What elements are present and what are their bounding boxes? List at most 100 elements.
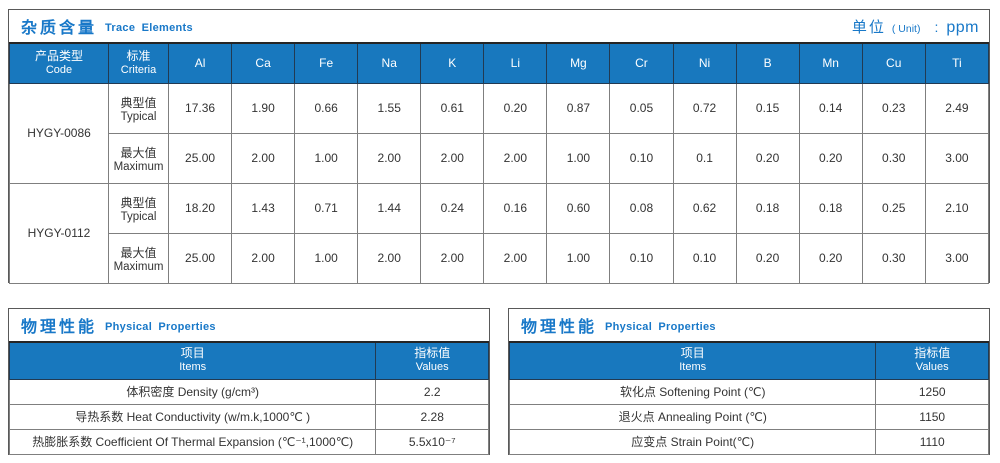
value-cell: 3.00 [924,132,990,184]
product-code-cell: HYGY-0112 [9,182,109,284]
col-header-code-en: Code [45,63,73,76]
value-cell: 2.00 [420,232,485,284]
table-row: 软化点 Softening Point (℃) 1250 [508,378,989,405]
table-row: 导热系数 Heat Conductivity (w/m.k,1000℃ ) 2.… [8,403,489,430]
value-cell: 0.23 [861,82,926,134]
col-header-element: Li [483,42,548,84]
value-cell: 0.66 [294,82,359,134]
physical-right-header-row: 项目 Items 指标值 Values [508,341,989,380]
value-cell: 5.5x10⁻⁷ [375,428,489,455]
physical-right-title-cn: 物理性能 [521,319,598,336]
item-cell: 软化点 Softening Point (℃) [508,378,877,405]
value-cell: 0.87 [546,82,611,134]
values-header-en: Values [915,361,949,374]
value-cell: 1110 [875,428,989,455]
table-row: 最大值 Maximum 25.00 2.00 1.00 2.00 2.00 2.… [10,232,990,284]
value-cell: 0.20 [735,132,800,184]
unit-label: 单位 ( Unit) : ppm [852,16,979,37]
col-header-element: Cu [861,42,926,84]
trace-title-cn: 杂质含量 [21,20,98,37]
value-cell: 2.28 [375,403,489,430]
value-cell: 0.1 [672,132,737,184]
value-cell: 0.14 [798,82,863,134]
values-header-cn: 指标值 [914,346,951,361]
col-header-items: 项目 Items [508,341,877,380]
col-header-criteria-en: Criteria [120,63,157,76]
col-header-element: Na [357,42,422,84]
item-cell: 导热系数 Heat Conductivity (w/m.k,1000℃ ) [8,403,377,430]
physical-properties-right-section: 物理性能 Physical Properties 项目 Items 指标值 Va… [508,308,990,455]
value-cell: 0.20 [483,82,548,134]
value-cell: 1.00 [546,132,611,184]
value-cell: 2.00 [357,232,422,284]
table-row: HYGY-0086 典型值 Typical 17.36 1.90 0.66 1.… [9,82,990,184]
col-header-element: Ti [924,42,990,84]
table-row: 最大值 Maximum 25.00 2.00 1.00 2.00 2.00 2.… [10,132,990,184]
col-header-code-cn: 产品类型 [34,48,83,63]
physical-left-title-en: Physical Properties [105,320,216,333]
value-cell: 1.00 [546,232,611,284]
item-cell: 热膨胀系数 Coefficient Of Thermal Expansion (… [8,428,377,455]
physical-properties-left-table: 项目 Items 指标值 Values 体积密度 Density (g/cm³)… [8,341,489,455]
col-header-element: Mg [546,42,611,84]
value-cell: 0.71 [294,182,359,234]
value-cell: 1.43 [231,182,296,234]
col-header-values: 指标值 Values [375,341,489,380]
value-cell: 0.10 [672,232,737,284]
criteria-en: Maximum [113,260,164,273]
value-cell: 1.44 [357,182,422,234]
value-cell: 2.00 [483,232,548,284]
value-cell: 0.61 [420,82,485,134]
item-cell: 退火点 Annealing Point (℃) [508,403,877,430]
unit-label-en: ( Unit) [891,22,921,35]
value-cell: 0.18 [798,182,863,234]
trace-elements-table: 产品类型 Code 标准 Criteria Al Ca Fe Na K Li M… [9,42,990,284]
criteria-en: Typical [120,210,157,223]
col-header-items: 项目 Items [8,341,377,380]
value-cell: 25.00 [167,232,233,284]
value-cell: 1.00 [294,232,359,284]
trace-elements-titlebar: 杂质含量 Trace Elements 单位 ( Unit) : ppm [9,10,989,42]
value-cell: 2.00 [420,132,485,184]
product-code-cell: HYGY-0086 [9,82,109,184]
col-header-criteria-cn: 标准 [126,48,151,63]
physical-right-titlebar: 物理性能 Physical Properties [509,309,989,341]
criteria-cell: 最大值 Maximum [108,232,169,284]
value-cell: 1.00 [294,132,359,184]
value-cell: 2.49 [924,82,990,134]
value-cell: 0.30 [861,132,926,184]
value-cell: 0.05 [609,82,674,134]
value-cell: 0.30 [861,232,926,284]
value-cell: 0.62 [672,182,737,234]
criteria-en: Maximum [113,160,164,173]
criteria-en: Typical [120,110,157,123]
value-cell: 0.18 [735,182,800,234]
value-cell: 0.24 [420,182,485,234]
physical-properties-left-section: 物理性能 Physical Properties 项目 Items 指标值 Va… [8,308,490,455]
trace-elements-section: 杂质含量 Trace Elements 单位 ( Unit) : ppm 产品类… [8,9,990,284]
physical-left-title-cn: 物理性能 [21,319,98,336]
criteria-cell: 最大值 Maximum [108,132,169,184]
value-cell: 2.00 [483,132,548,184]
col-header-values: 指标值 Values [875,341,989,380]
criteria-cn: 最大值 [120,245,157,260]
col-header-element: Cr [609,42,674,84]
value-cell: 1150 [875,403,989,430]
col-header-criteria: 标准 Criteria [108,42,169,84]
item-cell: 应变点 Strain Point(℃) [508,428,877,455]
unit-separator: : [934,18,939,35]
table-row: 退火点 Annealing Point (℃) 1150 [508,403,989,430]
col-header-element: Ca [231,42,296,84]
values-header-cn: 指标值 [414,346,451,361]
value-cell: 1.90 [231,82,296,134]
table-row: HYGY-0112 典型值 Typical 18.20 1.43 0.71 1.… [9,182,990,284]
value-cell: 0.20 [798,232,863,284]
table-row: 应变点 Strain Point(℃) 1110 [508,428,989,455]
col-header-code: 产品类型 Code [9,42,109,84]
criteria-cn: 典型值 [120,195,157,210]
value-cell: 0.15 [735,82,800,134]
value-cell: 0.20 [735,232,800,284]
physical-left-header-row: 项目 Items 指标值 Values [8,341,489,380]
items-header-cn: 项目 [680,346,705,361]
